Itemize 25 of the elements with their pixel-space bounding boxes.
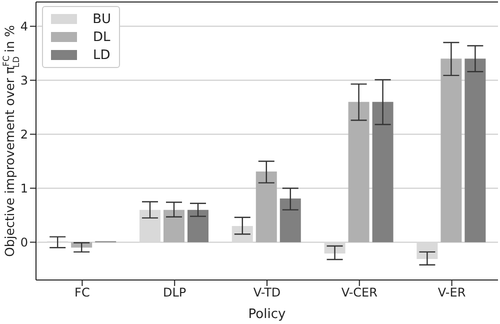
legend-label: BU	[92, 12, 111, 26]
bar	[416, 242, 438, 259]
bar	[163, 210, 184, 242]
bar	[372, 102, 394, 242]
bar	[139, 210, 160, 242]
bar	[187, 210, 208, 242]
x-tick-label: DLP	[163, 286, 186, 300]
legend-label: LD	[93, 48, 110, 62]
y-tick-label: 2	[20, 128, 28, 142]
x-tick-label: V-TD	[253, 286, 281, 300]
y-tick-label: 3	[20, 74, 28, 88]
x-tick-label: FC	[74, 286, 90, 300]
y-tick-label: 1	[20, 181, 28, 196]
bar	[280, 198, 301, 242]
bar	[348, 102, 370, 242]
x-axis-title: Policy	[248, 307, 286, 322]
y-tick-label: 0	[20, 235, 28, 250]
bar	[256, 172, 277, 242]
x-tick-label: V-CER	[341, 286, 378, 300]
bar	[464, 58, 486, 242]
y-tick-label: 4	[20, 20, 28, 34]
bar	[232, 226, 253, 242]
x-tick-label: V-ER	[438, 286, 466, 300]
bar	[440, 58, 462, 242]
legend-label: DL	[93, 30, 110, 44]
